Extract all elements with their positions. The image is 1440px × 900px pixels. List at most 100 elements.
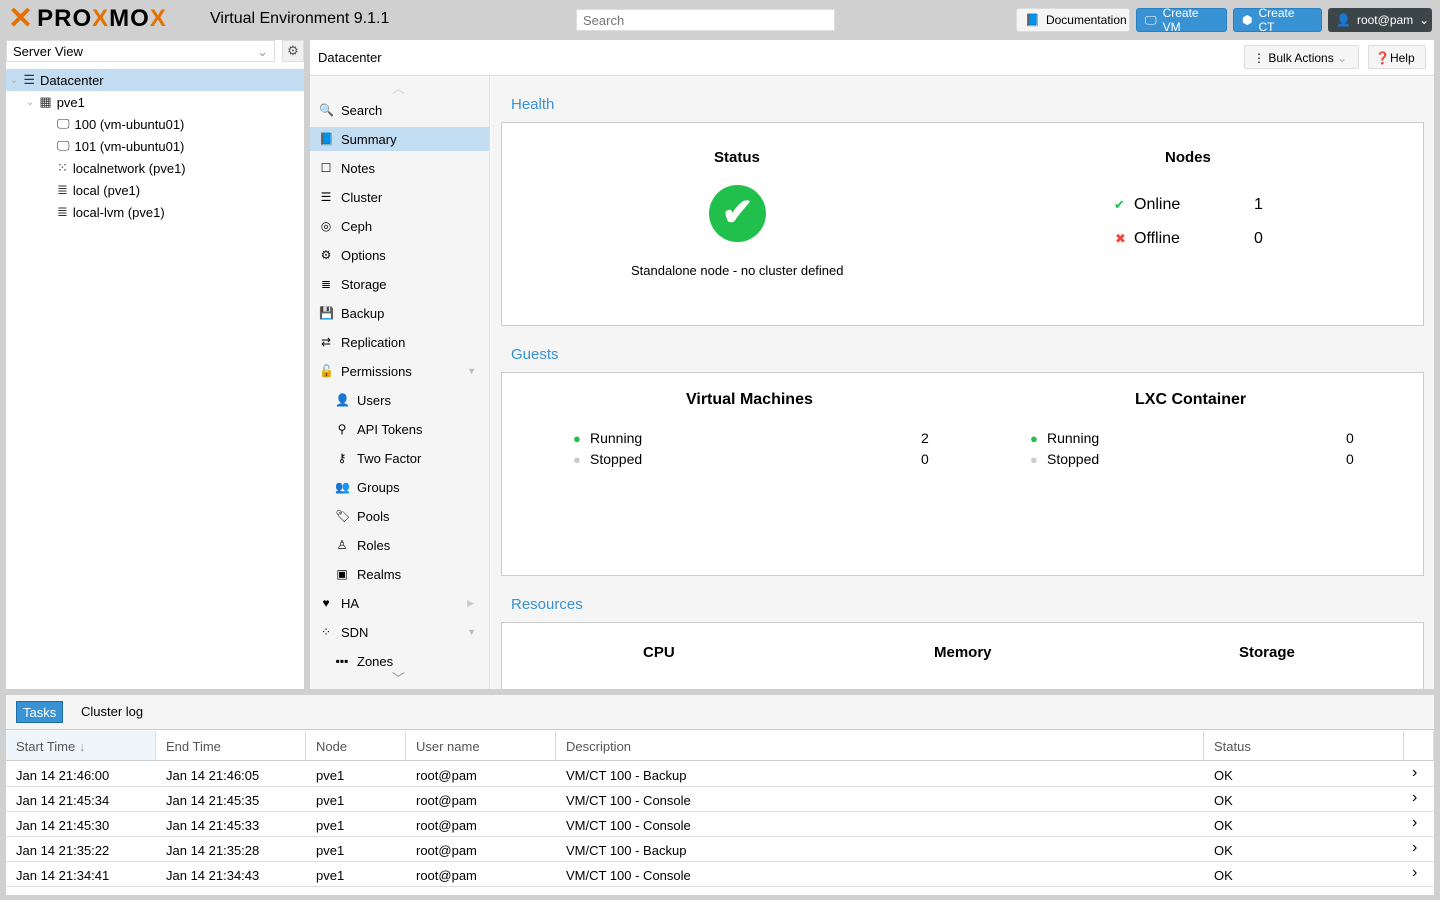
resources-panel: CPU Memory Storage: [501, 622, 1424, 689]
page-title: Datacenter: [318, 50, 382, 65]
chevron-down-icon[interactable]: ⌄: [26, 96, 35, 108]
chevron-right-icon[interactable]: ›: [1412, 864, 1418, 881]
storage-icon: ≣: [57, 182, 68, 197]
gear-icon[interactable]: ⚙: [282, 40, 304, 62]
nav-item-permissions[interactable]: 🔓 Permissions ▼: [310, 359, 489, 383]
lxc-title: LXC Container: [1135, 391, 1247, 408]
column-header[interactable]: User name: [406, 731, 556, 761]
question-icon: ❓: [1375, 51, 1390, 65]
nav-item-summary[interactable]: 📘 Summary: [310, 127, 489, 151]
table-cell: Jan 14 21:46:05: [166, 768, 260, 783]
table-cell: OK: [1214, 868, 1233, 883]
table-cell: VM/CT 100 - Console: [566, 818, 691, 833]
token-icon: ⚲: [337, 422, 347, 436]
tab-cluster-log[interactable]: Cluster log: [81, 704, 144, 719]
table-cell: OK: [1214, 768, 1233, 783]
table-row[interactable]: Jan 14 21:45:30 Jan 14 21:45:33 pve1 root@p…: [6, 812, 1434, 837]
datacenter-icon: ☰: [23, 72, 36, 87]
bulk-actions-button[interactable]: ⋮ Bulk Actions ⌄: [1244, 45, 1359, 69]
play-circle-icon: ●: [573, 431, 581, 446]
nav-item-groups[interactable]: 👥 Groups: [310, 475, 489, 499]
tree-node[interactable]: ⌄ ☰ Datacenter: [6, 69, 304, 91]
search-icon: 🔍: [319, 103, 334, 117]
user-menu-button[interactable]: 👤 root@pam ⌄: [1328, 8, 1432, 32]
tree-node[interactable]: ≣ local (pve1): [6, 179, 304, 201]
table-cell: pve1: [316, 793, 345, 808]
nav-item-users[interactable]: 👤 Users: [310, 388, 489, 412]
column-header[interactable]: End Time: [156, 731, 306, 761]
table-row[interactable]: Jan 14 21:46:00 Jan 14 21:46:05 pve1 root@p…: [6, 762, 1434, 787]
documentation-button[interactable]: 📘 Documentation: [1016, 8, 1130, 32]
check-icon: ✔: [1114, 197, 1125, 212]
help-button[interactable]: ❓Help: [1368, 45, 1426, 69]
nav-item-options[interactable]: ⚙ Options: [310, 243, 489, 267]
tree-node-label: local (pve1): [72, 182, 141, 198]
nav-item-search[interactable]: 🔍 Search: [310, 98, 489, 122]
nav-item-sdn[interactable]: ⁘ SDN ▼: [310, 620, 489, 644]
health-panel-title: Health: [501, 86, 1424, 122]
scroll-up-icon[interactable]: ︿: [392, 81, 406, 96]
node-icon: ▦: [39, 94, 52, 109]
view-selector[interactable]: Server View ⌄: [6, 40, 275, 62]
caret-down-icon[interactable]: ▼: [467, 627, 476, 637]
unlock-icon: 🔓: [319, 364, 334, 378]
table-cell: root@pam: [416, 793, 477, 808]
desktop-icon: 🖵: [1145, 12, 1157, 27]
chevron-down-icon[interactable]: ⌄: [10, 74, 19, 86]
tree-node[interactable]: 🖵 101 (vm-ubuntu01): [6, 135, 304, 157]
nav-item-two-factor[interactable]: ⚷ Two Factor: [310, 446, 489, 470]
nav-item-notes[interactable]: ☐ Notes: [310, 156, 489, 180]
database-icon: ≣: [320, 277, 332, 291]
caret-down-icon[interactable]: ▼: [467, 366, 476, 376]
tree-node[interactable]: ⁙ localnetwork (pve1): [6, 157, 304, 179]
column-header[interactable]: Node: [306, 731, 406, 761]
scroll-down-icon[interactable]: ﹀: [392, 671, 406, 686]
table-cell: Jan 14 21:45:34: [16, 793, 110, 808]
ceph-icon: ◎: [320, 219, 332, 233]
tree-node-label: 101 (vm-ubuntu01): [74, 138, 185, 154]
nav-item-label: Storage: [341, 276, 387, 292]
caret-right-icon[interactable]: ▶: [467, 597, 474, 608]
nav-item-cluster[interactable]: ☰ Cluster: [310, 185, 489, 209]
chevron-right-icon[interactable]: ›: [1412, 764, 1418, 781]
tree-node-label: local-lvm (pve1): [72, 204, 165, 220]
nav-item-replication[interactable]: ⇄ Replication: [310, 330, 489, 354]
nav-item-realms[interactable]: ▣ Realms: [310, 562, 489, 586]
column-header[interactable]: Description: [556, 731, 1204, 761]
resources-panel-title: Resources: [501, 586, 1424, 622]
lxc-running-label: Running: [1047, 430, 1100, 446]
tree-node[interactable]: ⌄ ▦ pve1: [6, 91, 304, 113]
lxc-stopped-label: Stopped: [1047, 451, 1100, 467]
nav-item-roles[interactable]: ♙ Roles: [310, 533, 489, 557]
nav-item-label: Two Factor: [357, 450, 422, 466]
table-row[interactable]: Jan 14 21:35:22 Jan 14 21:35:28 pve1 root@p…: [6, 837, 1434, 862]
cube-icon: ⬢: [1242, 13, 1253, 27]
nav-item-ha[interactable]: ♥ HA ▶: [310, 591, 489, 615]
nav-item-label: Roles: [357, 537, 391, 553]
nav-item-api-tokens[interactable]: ⚲ API Tokens: [310, 417, 489, 441]
nav-item-label: Summary: [341, 131, 397, 147]
chevron-right-icon[interactable]: ›: [1412, 839, 1418, 856]
tree-node[interactable]: ≣ local-lvm (pve1): [6, 201, 304, 223]
search-input[interactable]: [576, 9, 835, 31]
column-header[interactable]: Status: [1204, 731, 1404, 761]
chevron-right-icon[interactable]: ›: [1412, 789, 1418, 806]
user-icon: 👤: [1336, 13, 1351, 27]
tab-tasks[interactable]: Tasks: [16, 701, 64, 723]
nav-item-zones[interactable]: ▪▪▪ Zones: [310, 649, 489, 673]
create-ct-button[interactable]: ⬢ Create CT: [1233, 6, 1322, 34]
column-header[interactable]: Start Time ↓: [6, 731, 156, 761]
table-row[interactable]: Jan 14 21:45:34 Jan 14 21:45:35 pve1 root@p…: [6, 787, 1434, 812]
tree-node[interactable]: 🖵 100 (vm-ubuntu01): [6, 113, 304, 135]
nav-item-storage[interactable]: ≣ Storage: [310, 272, 489, 296]
chevron-right-icon[interactable]: ›: [1412, 814, 1418, 831]
table-row[interactable]: Jan 14 21:34:41 Jan 14 21:34:43 pve1 root@p…: [6, 862, 1434, 887]
table-cell: pve1: [316, 818, 345, 833]
nav-item-pools[interactable]: 🏷 Pools: [310, 504, 489, 528]
sort-down-icon: ↓: [78, 739, 86, 754]
nav-item-backup[interactable]: 💾 Backup: [310, 301, 489, 325]
nav-item-ceph[interactable]: ◎ Ceph: [310, 214, 489, 238]
create-vm-button[interactable]: 🖵 Create VM: [1136, 6, 1227, 34]
table-cell: VM/CT 100 - Console: [566, 868, 691, 883]
chevron-down-icon: ⌄: [1419, 13, 1430, 27]
